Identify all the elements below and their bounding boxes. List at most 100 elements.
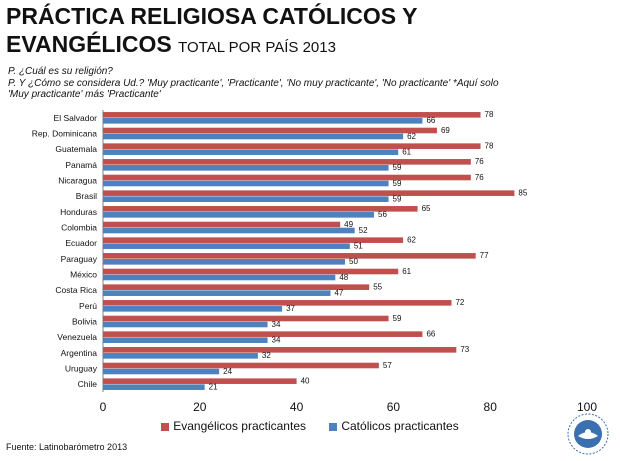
- category-label: Paraguay: [61, 254, 98, 264]
- data-label-catolicos: 51: [354, 241, 363, 250]
- category-label: Honduras: [60, 207, 97, 217]
- bar-evangelicos: [103, 315, 389, 322]
- bar-evangelicos: [103, 190, 515, 196]
- data-label-catolicos: 50: [349, 257, 358, 266]
- bar-catolicos: [103, 384, 205, 390]
- data-label-catolicos: 59: [393, 179, 402, 188]
- bar-evangelicos: [103, 143, 481, 149]
- bar-catolicos: [103, 180, 389, 187]
- bar-evangelicos: [103, 237, 404, 243]
- category-label: Uruguay: [65, 364, 98, 374]
- x-tick-label: 80: [484, 400, 498, 414]
- bar-evangelicos: [103, 300, 452, 306]
- bar-evangelicos: [103, 378, 297, 384]
- data-label-evangelicos: 65: [422, 204, 431, 213]
- data-label-evangelicos: 57: [383, 361, 392, 370]
- x-tick-label: 60: [387, 400, 401, 414]
- source-note: Fuente: Latinobarómetro 2013: [6, 442, 128, 452]
- legend-label-evangelicos: Evangélicos practicantes: [173, 419, 306, 433]
- bar-catolicos: [103, 243, 350, 249]
- data-label-evangelicos: 40: [301, 376, 310, 385]
- legend-label-catolicos: Católicos practicantes: [341, 419, 459, 433]
- data-label-catolicos: 62: [407, 132, 416, 141]
- data-label-catolicos: 24: [223, 367, 232, 376]
- bar-catolicos: [103, 368, 220, 375]
- category-label: México: [70, 270, 97, 280]
- bar-catolicos: [103, 337, 268, 343]
- data-label-evangelicos: 77: [480, 251, 489, 260]
- bar-catolicos: [103, 133, 404, 140]
- data-label-evangelicos: 55: [373, 282, 382, 291]
- legend-item-catolicos: Católicos practicantes: [329, 419, 459, 433]
- bar-evangelicos: [103, 159, 471, 165]
- category-label: Brasil: [76, 191, 97, 201]
- data-label-catolicos: 21: [209, 382, 218, 391]
- category-label: Ecuador: [65, 238, 97, 248]
- bar-evangelicos: [103, 347, 457, 353]
- data-label-evangelicos: 61: [402, 267, 411, 276]
- category-label: Argentina: [61, 348, 98, 358]
- legend: Evangélicos practicantes Católicos pract…: [0, 419, 620, 433]
- data-label-evangelicos: 59: [393, 314, 402, 323]
- x-tick-label: 20: [193, 400, 207, 414]
- bar-catolicos: [103, 290, 331, 296]
- bar-evangelicos: [103, 284, 370, 290]
- data-label-catolicos: 37: [286, 304, 295, 313]
- subtitle: TOTAL POR PAÍS 2013: [178, 39, 336, 56]
- bar-evangelicos: [103, 253, 476, 259]
- data-label-evangelicos: 66: [426, 329, 435, 338]
- bar-evangelicos: [103, 362, 379, 369]
- bar-evangelicos: [103, 174, 471, 181]
- data-label-evangelicos: 72: [455, 298, 464, 307]
- category-label: Bolivia: [72, 317, 97, 327]
- category-label: Rep. Dominicana: [32, 129, 97, 139]
- title-line-2-wrap: EVANGÉLICOS TOTAL POR PAÍS 2013: [6, 30, 606, 62]
- data-label-catolicos: 59: [393, 194, 402, 203]
- bar-catolicos: [103, 259, 345, 265]
- bar-catolicos: [103, 196, 389, 202]
- category-label: Venezuela: [57, 332, 97, 342]
- legend-swatch-catolicos: [329, 422, 338, 431]
- category-label: Perú: [79, 301, 97, 311]
- data-label-evangelicos: 73: [460, 345, 469, 354]
- x-tick-label: 40: [290, 400, 304, 414]
- title-line-2: EVANGÉLICOS: [6, 31, 172, 57]
- category-label: Costa Rica: [55, 285, 97, 295]
- bar-evangelicos: [103, 112, 481, 118]
- category-label: Colombia: [61, 223, 97, 233]
- data-label-evangelicos: 78: [485, 110, 494, 119]
- data-label-catolicos: 59: [393, 163, 402, 172]
- question-2: P. Y ¿Cómo se considera Ud.? 'Muy practi…: [8, 78, 499, 89]
- data-label-catolicos: 34: [272, 320, 281, 329]
- data-label-catolicos: 48: [339, 273, 348, 282]
- bar-catolicos: [103, 227, 355, 234]
- data-label-catolicos: 66: [426, 116, 435, 125]
- page-title: PRÁCTICA RELIGIOSA CATÓLICOS Y EVANGÉLIC…: [6, 2, 606, 62]
- bar-catolicos: [103, 321, 268, 328]
- data-label-catolicos: 56: [378, 210, 387, 219]
- category-label: Panamá: [65, 160, 97, 170]
- data-label-catolicos: 61: [402, 147, 411, 156]
- data-label-catolicos: 47: [334, 288, 343, 297]
- data-label-catolicos: 52: [359, 226, 368, 235]
- bar-evangelicos: [103, 127, 437, 134]
- bar-catolicos: [103, 149, 399, 155]
- x-tick-label: 0: [100, 400, 107, 414]
- category-label: El Salvador: [54, 113, 98, 123]
- bar-evangelicos: [103, 221, 341, 228]
- category-label: Nicaragua: [58, 176, 97, 186]
- question-3: 'Muy practicante' más 'Practicante': [8, 89, 161, 100]
- bar-evangelicos: [103, 331, 423, 337]
- bar-evangelicos: [103, 206, 418, 212]
- data-label-catolicos: 34: [272, 335, 281, 344]
- bar-catolicos: [103, 353, 258, 359]
- legend-item-evangelicos: Evangélicos practicantes: [161, 419, 306, 433]
- category-label: Guatemala: [55, 144, 97, 154]
- data-label-evangelicos: 85: [518, 188, 527, 197]
- bar-catolicos: [103, 165, 389, 171]
- bar-catolicos: [103, 274, 336, 281]
- data-label-catolicos: 32: [262, 351, 271, 360]
- category-label: Chile: [78, 379, 98, 389]
- data-label-evangelicos: 76: [475, 157, 484, 166]
